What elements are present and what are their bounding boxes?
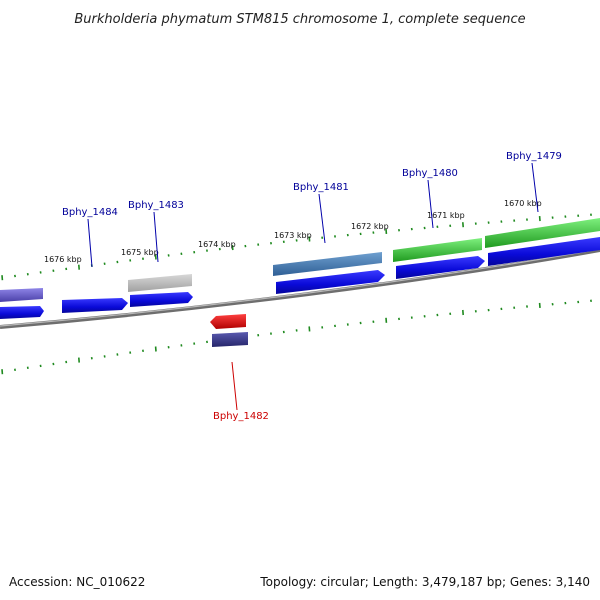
gene-label-bphy-1481[interactable]: Bphy_1481 [293,182,349,193]
cds-arrow[interactable] [0,306,44,319]
gene-bar-reverse[interactable] [212,332,248,347]
cds-arrow[interactable] [396,256,485,279]
gene-label-bphy-1482[interactable]: Bphy_1482 [213,411,269,422]
tick-label-1675: 1675 kbp [121,248,159,257]
gene-label-bphy-1484[interactable]: Bphy_1484 [62,207,118,218]
gene-bar-bphy-1483[interactable] [128,274,192,292]
gene-bar[interactable] [0,288,43,302]
gene-label-bphy-1483[interactable]: Bphy_1483 [128,200,184,211]
gene-arrow-bphy-1482[interactable] [210,314,246,329]
map-title: Burkholderia phymatum STM815 chromosome … [74,12,525,27]
inner-tick-ring [1,299,592,375]
tick-label-1673: 1673 kbp [274,231,312,240]
cds-track [0,237,600,319]
tick-label-1676: 1676 kbp [44,255,82,264]
gene-leader-lines [87,162,539,411]
gene-label-bphy-1479[interactable]: Bphy_1479 [506,151,562,162]
cds-arrow[interactable] [130,292,193,307]
gene-label-bphy-1480[interactable]: Bphy_1480 [402,168,458,179]
gene-bar-bphy-1479[interactable] [485,218,600,248]
cds-arrow[interactable] [276,270,385,294]
chromosome-backbone [0,248,600,329]
gene-bar-bphy-1480[interactable] [393,238,482,262]
tick-label-1674: 1674 kbp [198,240,236,249]
cds-arrow[interactable] [488,237,600,266]
gene-track [0,218,600,302]
tick-label-1671: 1671 kbp [427,211,465,220]
accession-label: Accession: NC_010622 [9,575,145,589]
cds-arrow[interactable] [62,298,128,313]
genome-summary: Topology: circular; Length: 3,479,187 bp… [259,575,590,589]
gene-bar-bphy-1481[interactable] [273,252,382,276]
tick-label-1672: 1672 kbp [351,222,389,231]
tick-label-1670: 1670 kbp [504,199,542,208]
outer-tick-ring [1,213,592,281]
